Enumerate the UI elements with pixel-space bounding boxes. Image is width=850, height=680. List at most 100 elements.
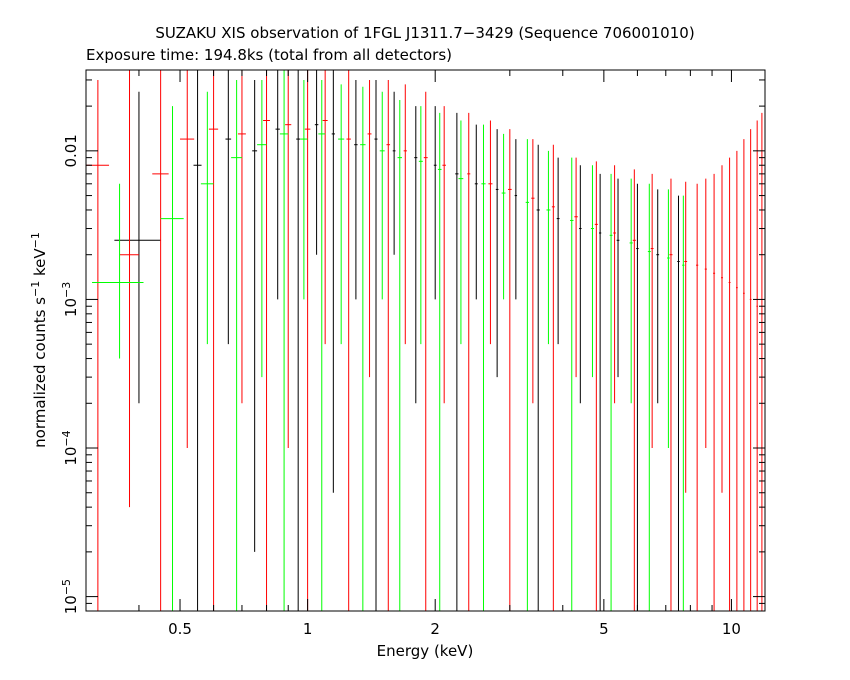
series-2 — [92, 70, 685, 611]
data-point — [667, 189, 670, 449]
data-point — [743, 139, 745, 611]
data-point — [304, 70, 311, 611]
data-point — [594, 161, 598, 611]
data-point — [392, 91, 396, 255]
y-axis-label-base: normalized counts s — [31, 297, 49, 448]
data-point — [495, 129, 499, 378]
data-point — [360, 86, 366, 611]
data-point — [279, 70, 289, 611]
data-point — [669, 178, 673, 611]
label-layer: 0.5 1 2 5 10 0.01 10−3 10−4 10−5 — [60, 134, 741, 638]
data-point — [386, 79, 391, 611]
data-point — [458, 120, 464, 345]
data-point — [756, 120, 758, 611]
data-point — [636, 183, 639, 611]
data-point — [525, 139, 530, 611]
data-point — [682, 195, 685, 611]
data-point — [650, 173, 654, 449]
data-point — [231, 79, 242, 611]
data-point — [713, 173, 716, 611]
x-tick-label: 5 — [599, 620, 609, 638]
y-axis-label-sup1: −1 — [29, 281, 42, 297]
data-point — [590, 165, 595, 378]
data-point — [556, 157, 560, 345]
data-point — [437, 112, 442, 611]
data-point — [300, 79, 308, 300]
data-point — [252, 79, 258, 552]
data-point — [225, 70, 232, 345]
y-axis-label-mid: keV — [31, 248, 49, 281]
data-point — [367, 79, 372, 378]
data-point — [442, 106, 446, 404]
data-point — [455, 112, 459, 611]
data-point — [721, 165, 723, 493]
data-point — [696, 183, 699, 611]
data-point — [546, 150, 551, 345]
series-1 — [86, 70, 763, 611]
data-point — [152, 70, 169, 611]
data-point — [200, 91, 214, 345]
data-point — [570, 157, 574, 611]
data-point — [579, 165, 582, 404]
data-point — [193, 70, 202, 611]
y-tick-label: 0.01 — [62, 134, 80, 167]
data-point — [574, 157, 578, 378]
data-point — [423, 91, 428, 611]
x-tick-label: 10 — [722, 620, 741, 638]
data-point — [647, 183, 651, 611]
data-point — [749, 129, 752, 611]
data-point — [507, 129, 512, 611]
tick-layer — [85, 70, 765, 612]
data-point — [346, 70, 351, 611]
data-point — [275, 70, 280, 300]
data-point — [92, 183, 144, 359]
y-tick-label: 10−3 — [60, 282, 80, 317]
data-point — [180, 70, 195, 449]
data-point — [632, 169, 636, 611]
y-axis-label: normalized counts s−1 keV−1 — [29, 232, 49, 448]
data-point — [609, 173, 613, 611]
data-point — [531, 139, 535, 404]
data-point — [677, 195, 680, 611]
data-layer — [86, 70, 763, 611]
data-point — [616, 178, 620, 378]
data-point — [735, 150, 738, 611]
x-tick-label: 0.5 — [168, 620, 192, 638]
data-point — [114, 91, 161, 404]
y-axis-label-sup2: −1 — [29, 232, 42, 248]
plot-frame — [85, 69, 766, 612]
data-point — [629, 178, 633, 404]
data-point — [354, 79, 358, 300]
data-point — [501, 133, 506, 300]
data-point — [536, 144, 540, 611]
data-point — [414, 106, 418, 404]
data-point — [403, 84, 407, 345]
x-tick-label: 2 — [430, 620, 440, 638]
data-point — [263, 70, 270, 611]
data-point — [160, 106, 184, 611]
data-point — [379, 91, 385, 300]
data-point — [656, 189, 660, 404]
data-point — [257, 79, 267, 378]
chart-subtitle: Exposure time: 194.8ks (total from all d… — [86, 46, 452, 64]
data-point — [374, 79, 378, 611]
data-point — [285, 70, 292, 449]
data-point — [314, 70, 319, 255]
data-point — [684, 181, 688, 493]
data-point — [338, 84, 345, 345]
x-axis-label: Energy (keV) — [377, 642, 474, 660]
data-point — [331, 70, 335, 493]
data-point — [397, 99, 403, 611]
data-point — [728, 157, 731, 611]
data-point — [119, 70, 139, 508]
data-point — [208, 70, 219, 611]
y-tick-label: 10−5 — [60, 579, 80, 614]
y-tick-label: 10−4 — [60, 430, 80, 465]
data-point — [418, 106, 423, 345]
data-point — [613, 165, 616, 404]
x-tick-label: 1 — [303, 620, 313, 638]
data-point — [481, 124, 486, 611]
chart-title: SUZAKU XIS observation of 1FGL J1311.7−3… — [155, 24, 694, 42]
